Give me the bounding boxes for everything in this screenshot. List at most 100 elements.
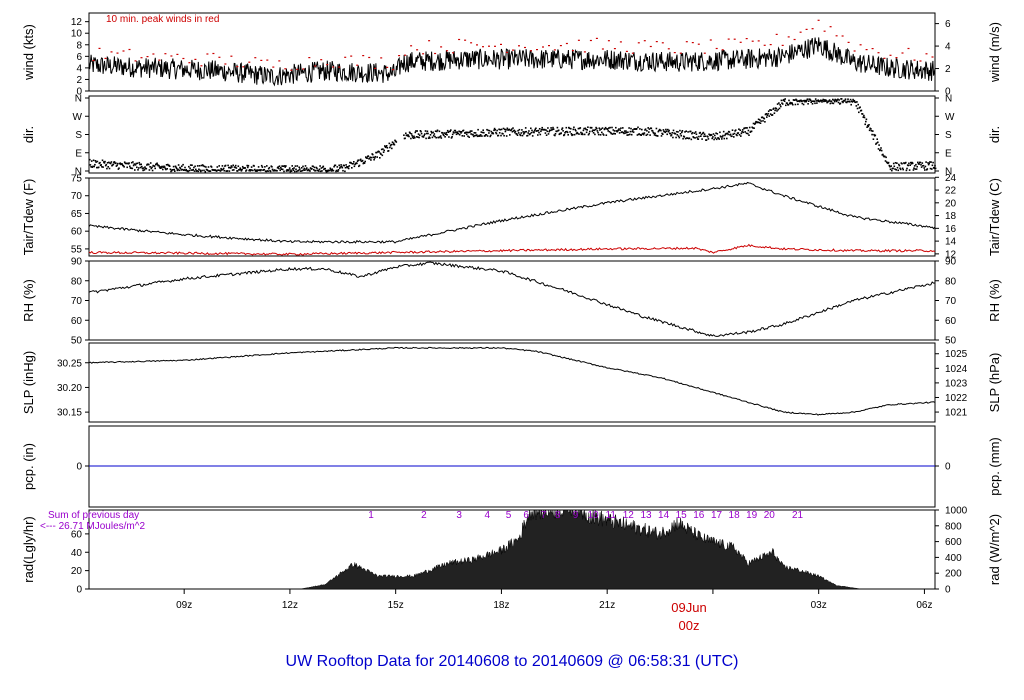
dir-point: [913, 165, 916, 167]
dir-point: [672, 129, 675, 132]
dir-point: [418, 136, 420, 139]
dir-point: [839, 102, 842, 105]
rh-ylabel-right: RH (%): [987, 279, 1002, 322]
dir-point: [893, 165, 896, 168]
dir-point: [443, 134, 445, 137]
dir-point: [766, 116, 768, 118]
peak-wind-point: [482, 46, 484, 48]
temp-panel-frame: [88, 177, 936, 257]
dir-point: [707, 138, 710, 140]
dir-point: [228, 166, 230, 169]
rad-hour-label: 18: [729, 510, 741, 521]
dir-point: [898, 164, 901, 167]
dir-point: [810, 101, 812, 103]
dir-point: [329, 167, 332, 170]
dir-point: [407, 134, 410, 136]
peak-wind-point: [613, 48, 616, 50]
dir-point: [375, 151, 378, 154]
dir-point: [546, 130, 549, 133]
dir-point: [606, 128, 609, 130]
peak-wind-point: [224, 63, 227, 65]
dir-point: [613, 130, 616, 132]
dir-point: [263, 168, 266, 171]
dir-point: [829, 102, 832, 105]
dir-point: [632, 131, 635, 133]
dir-point: [587, 133, 590, 136]
dir-point: [668, 129, 670, 132]
dir-point: [135, 162, 137, 165]
tdew-series: [88, 243, 936, 256]
dir-point: [207, 169, 209, 172]
dir-point: [142, 169, 144, 172]
dir-point: [765, 113, 767, 115]
dir-point: [481, 131, 484, 134]
dir-point: [429, 137, 431, 139]
dir-point: [645, 134, 648, 136]
radiation-sum-label: Sum of previous day: [48, 510, 139, 521]
dir-ylabel-right: dir.: [987, 126, 1002, 143]
dir-point: [234, 166, 236, 169]
dir-point: [320, 170, 322, 173]
dir-point: [611, 133, 614, 135]
peak-wind-point: [380, 57, 383, 59]
dir-point: [856, 101, 858, 103]
wind-panel-frame: [88, 12, 936, 92]
dir-point: [495, 132, 498, 135]
dir-point: [162, 166, 165, 168]
dir-point: [459, 130, 462, 133]
dir-point: [581, 132, 583, 135]
dir-point: [828, 99, 831, 101]
dir-point: [712, 133, 715, 135]
dir-point: [679, 129, 681, 132]
dir-point: [283, 170, 285, 173]
dir-point: [493, 129, 495, 132]
dir-point: [353, 161, 355, 163]
dir-point: [388, 142, 391, 145]
dir-point: [908, 162, 910, 165]
dir-point: [807, 103, 809, 105]
dir-point: [367, 155, 370, 157]
dir-point: [605, 134, 608, 136]
rad-right-tick-label: 1000: [945, 506, 968, 517]
dir-point: [514, 130, 517, 133]
dir-point: [106, 162, 109, 164]
dir-point: [430, 130, 432, 133]
dir-point: [590, 126, 593, 129]
temp-right-tick-label: 16: [945, 224, 957, 235]
dir-point: [804, 99, 807, 102]
dir-point: [340, 164, 342, 166]
peak-wind-point: [98, 47, 101, 49]
dir-point: [864, 123, 866, 126]
peak-wind-point: [553, 49, 556, 51]
dir-point: [745, 127, 747, 129]
dir-point: [529, 133, 531, 135]
peak-wind-point: [913, 59, 916, 61]
dir-point: [926, 168, 929, 170]
wind-left-tick-label: 6: [76, 52, 82, 63]
date-marker-time: 00z: [679, 618, 700, 633]
dir-point: [592, 129, 594, 131]
dir-point: [642, 132, 644, 135]
dir-point: [793, 99, 796, 101]
dir-point: [776, 110, 778, 112]
peak-wind-point: [164, 53, 167, 55]
dir-point: [910, 161, 912, 164]
dir-point: [523, 133, 525, 135]
rad-hour-label: 19: [746, 510, 758, 521]
peak-wind-point: [374, 67, 377, 69]
dir-point: [441, 132, 444, 134]
dir-point: [733, 132, 736, 135]
dir-point: [695, 133, 698, 135]
dir-tick-label: N: [75, 94, 82, 105]
dir-point: [320, 167, 323, 169]
dir-point: [675, 130, 678, 133]
peak-wind-point: [625, 50, 628, 52]
dir-point: [539, 133, 542, 136]
dir-point: [816, 102, 818, 104]
dir-point: [195, 168, 197, 171]
dir-point: [625, 131, 628, 134]
dir-point: [694, 131, 697, 133]
dir-point: [915, 163, 917, 166]
dir-point: [510, 128, 513, 130]
peak-wind-point: [769, 44, 772, 46]
